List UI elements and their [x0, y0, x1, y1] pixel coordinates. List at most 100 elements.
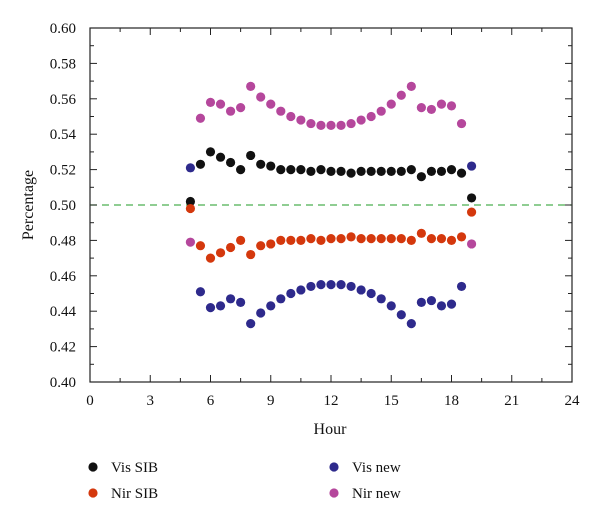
data-point-vis-sib: [376, 166, 386, 176]
data-point-vis-new: [296, 285, 306, 295]
data-point-vis-sib: [456, 168, 467, 178]
data-point-nir-new: [386, 99, 396, 109]
data-point-nir-sib: [185, 203, 196, 214]
x-tick-label: 3: [147, 393, 155, 409]
data-point-nir-sib: [256, 241, 266, 251]
y-axis-label: Percentage: [20, 170, 37, 240]
y-tick-label: 0.40: [50, 375, 76, 391]
x-tick-label: 21: [504, 393, 519, 409]
y-tick-label: 0.56: [50, 92, 77, 108]
data-point-nir-sib: [406, 235, 416, 245]
data-point-vis-new: [286, 288, 296, 299]
data-point-vis-new: [396, 310, 406, 320]
legend-marker: [329, 488, 339, 498]
x-tick-label: 6: [207, 393, 215, 409]
data-point-nir-sib: [416, 228, 426, 238]
y-tick-label: 0.50: [50, 198, 76, 214]
data-point-nir-new: [416, 103, 426, 113]
data-point-vis-sib: [256, 159, 266, 169]
data-point-vis-sib: [326, 166, 336, 176]
data-point-nir-sib: [376, 234, 386, 244]
legend-label: Nir SIB: [111, 486, 158, 502]
data-point-nir-new: [446, 101, 457, 111]
data-point-vis-new: [205, 303, 216, 313]
data-point-vis-sib: [215, 152, 226, 162]
legend-item-vis-new: Vis new: [329, 460, 401, 476]
data-point-nir-new: [336, 120, 346, 130]
data-point-vis-sib: [416, 172, 426, 182]
data-point-nir-new: [296, 115, 306, 125]
data-point-vis-sib: [225, 157, 236, 168]
data-point-vis-sib: [316, 165, 326, 175]
x-tick-label: 18: [444, 393, 459, 409]
data-point-nir-sib: [356, 234, 366, 244]
series-nir-sib: [185, 203, 477, 263]
data-point-nir-new: [346, 118, 356, 129]
data-point-nir-new: [205, 97, 216, 107]
data-point-nir-sib: [396, 234, 406, 244]
data-point-vis-sib: [426, 166, 437, 176]
data-point-nir-sib: [386, 234, 396, 244]
data-point-nir-new: [266, 99, 276, 109]
data-point-nir-sib: [246, 249, 256, 260]
legend-item-nir-sib: Nir SIB: [88, 486, 158, 502]
data-point-nir-sib: [195, 241, 206, 251]
data-point-vis-new: [225, 294, 236, 304]
legend-item-vis-sib: Vis SIB: [88, 460, 158, 476]
x-tick-label: 9: [267, 393, 275, 409]
data-point-nir-new: [316, 120, 326, 130]
data-point-nir-sib: [286, 235, 296, 245]
data-points: [185, 81, 477, 329]
data-point-nir-new: [466, 239, 477, 249]
data-point-vis-new: [215, 301, 226, 311]
data-point-vis-sib: [406, 165, 416, 175]
data-point-nir-new: [246, 81, 256, 92]
y-tick-label: 0.58: [50, 56, 76, 72]
data-point-vis-new: [185, 163, 196, 173]
data-point-nir-sib: [456, 232, 467, 242]
data-point-nir-new: [436, 99, 447, 109]
data-point-nir-sib: [276, 235, 286, 245]
data-point-vis-new: [336, 280, 346, 290]
data-point-vis-new: [416, 297, 426, 307]
data-point-vis-sib: [446, 165, 457, 175]
y-tick-label: 0.60: [50, 21, 76, 37]
legend: Vis SIB Vis new Nir SIB Nir new: [88, 460, 401, 502]
data-point-nir-new: [326, 120, 336, 130]
data-point-vis-sib: [436, 166, 447, 176]
y-tick-label: 0.54: [50, 127, 77, 143]
data-point-nir-sib: [266, 239, 276, 249]
data-point-nir-sib: [466, 207, 477, 217]
data-point-nir-new: [396, 90, 406, 100]
data-point-vis-sib: [356, 166, 366, 176]
series-vis-sib: [185, 147, 477, 207]
data-point-vis-new: [386, 301, 396, 311]
data-point-vis-new: [466, 161, 477, 171]
data-point-vis-new: [236, 297, 246, 307]
x-tick-label: 24: [565, 393, 581, 409]
data-point-nir-new: [366, 111, 376, 122]
data-point-nir-new: [225, 106, 236, 116]
data-point-nir-new: [286, 111, 296, 122]
data-point-nir-sib: [316, 235, 326, 245]
data-point-vis-sib: [205, 147, 216, 157]
data-point-nir-sib: [296, 235, 306, 245]
data-point-vis-sib: [346, 168, 356, 178]
data-point-nir-new: [195, 113, 206, 123]
legend-marker: [88, 462, 98, 472]
data-point-vis-new: [316, 280, 326, 290]
data-point-vis-new: [346, 281, 356, 292]
data-point-vis-sib: [466, 193, 477, 203]
data-point-vis-sib: [296, 165, 306, 175]
data-point-vis-new: [306, 281, 316, 292]
data-point-nir-sib: [366, 234, 376, 244]
data-point-vis-new: [376, 294, 386, 304]
data-point-vis-sib: [366, 166, 376, 176]
legend-label: Vis SIB: [111, 460, 158, 476]
legend-marker: [329, 462, 339, 472]
y-tick-label: 0.48: [50, 233, 76, 249]
y-tick-label: 0.46: [50, 269, 77, 285]
data-point-vis-sib: [386, 166, 396, 176]
data-point-vis-new: [266, 301, 276, 311]
